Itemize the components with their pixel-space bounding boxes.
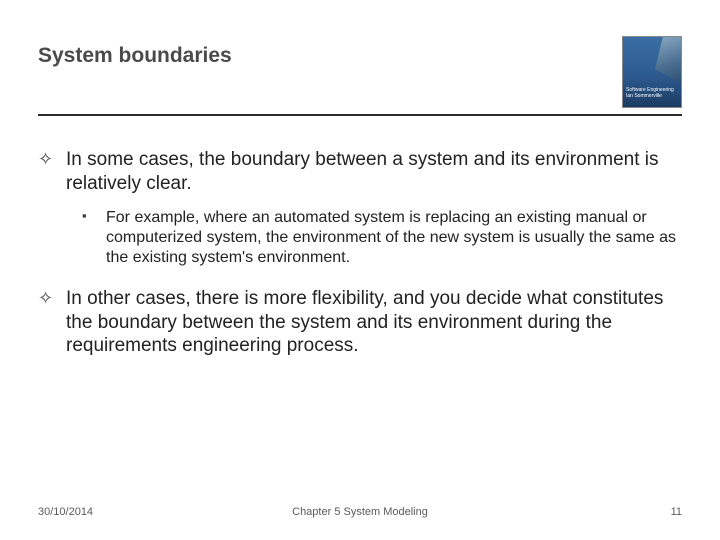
bullet-level1: ✧ In some cases, the boundary between a … bbox=[38, 148, 682, 196]
header-row: System boundaries Software Engineering I… bbox=[38, 36, 682, 108]
footer-page-number: 11 bbox=[671, 506, 682, 518]
slide: System boundaries Software Engineering I… bbox=[0, 0, 720, 540]
slide-footer: Chapter 5 System Modeling 30/10/2014 11 bbox=[38, 506, 682, 518]
bullet-text: In some cases, the boundary between a sy… bbox=[66, 148, 682, 196]
page-title: System boundaries bbox=[38, 36, 232, 68]
footer-chapter: Chapter 5 System Modeling bbox=[38, 506, 682, 518]
bullet-level1: ✧ In other cases, there is more flexibil… bbox=[38, 287, 682, 358]
square-bullet-icon: ▪ bbox=[82, 208, 106, 269]
footer-date: 30/10/2014 bbox=[38, 506, 93, 518]
diamond-bullet-icon: ✧ bbox=[38, 287, 66, 358]
book-author-line: Ian Sommerville bbox=[626, 94, 678, 100]
content-area: ✧ In some cases, the boundary between a … bbox=[38, 116, 682, 358]
book-cover-label: Software Engineering Ian Sommerville bbox=[626, 88, 678, 99]
bullet-text: For example, where an automated system i… bbox=[106, 208, 682, 269]
bullet-level2: ▪ For example, where an automated system… bbox=[82, 208, 682, 269]
book-cover-image: Software Engineering Ian Sommerville bbox=[622, 36, 682, 108]
bullet-text: In other cases, there is more flexibilit… bbox=[66, 287, 682, 358]
diamond-bullet-icon: ✧ bbox=[38, 148, 66, 196]
